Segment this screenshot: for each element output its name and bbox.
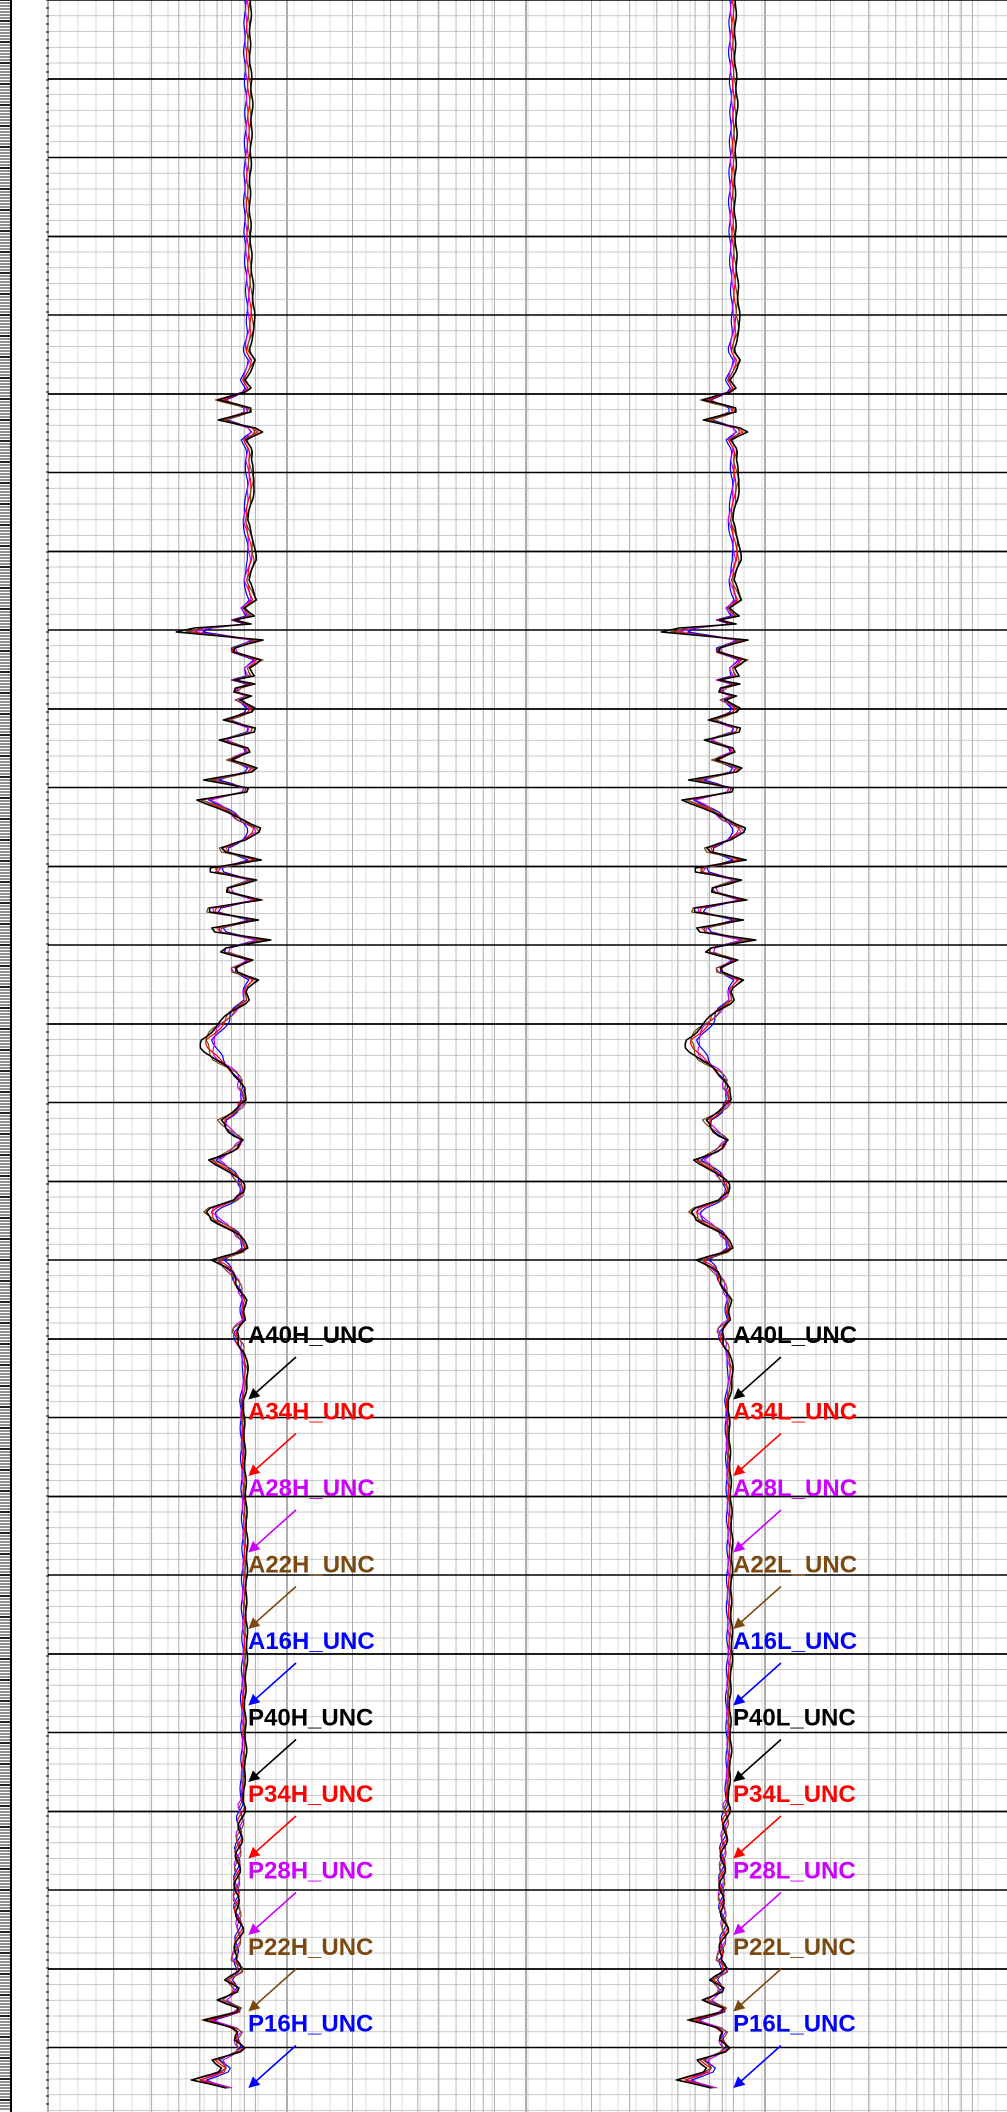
curve-label-a40h_unc: A40H_UNC: [248, 1322, 375, 1349]
curve-label-p40h_unc: P40H_UNC: [248, 1705, 373, 1732]
curve-label-arrow: [733, 1738, 782, 1782]
curve-label-arrow: [733, 1891, 782, 1935]
curve-left-4: [175, 0, 272, 2089]
curve-label-arrow: [248, 1968, 297, 2012]
ruler-bar: [10, 0, 12, 2112]
curve-right-0: [687, 0, 743, 2089]
curve-label-p40l_unc: P40L_UNC: [733, 1705, 856, 1732]
curve-labels: A40H_UNC A34H_UNC A28H_UNC A22H_UNC A16H_UNC…: [248, 1322, 857, 2088]
curve-label-p28h_unc: P28H_UNC: [248, 1858, 373, 1885]
curve-right-4: [660, 0, 757, 2089]
curve-label-a22l_unc: A22L_UNC: [733, 1552, 857, 1579]
curve-label-arrow: [248, 1738, 297, 1782]
curve-label-arrow: [248, 1815, 297, 1859]
curve-label-arrow: [248, 1585, 297, 1629]
curve-left-1: [193, 0, 257, 2089]
curve-label-arrow: [733, 2044, 782, 2088]
curve-label-arrow: [248, 1356, 297, 1400]
depth-ruler: [0, 0, 49, 2112]
curve-label-p28l_unc: P28L_UNC: [733, 1858, 856, 1885]
curve-label-arrow: [733, 1585, 782, 1629]
curve-label-arrow: [248, 1432, 297, 1476]
curve-label-arrow: [733, 1815, 782, 1859]
curve-right-1: [678, 0, 742, 2089]
curve-label-a28h_unc: A28H_UNC: [248, 1475, 375, 1502]
curve-label-a16l_unc: A16L_UNC: [733, 1628, 857, 1655]
curve-label-a16h_unc: A16H_UNC: [248, 1628, 375, 1655]
curve-left-0: [202, 0, 258, 2089]
curve-label-arrow: [733, 1662, 782, 1706]
curve-label-arrow: [733, 1356, 782, 1400]
curve-label-a40l_unc: A40L_UNC: [733, 1322, 857, 1349]
curve-label-arrow: [248, 1891, 297, 1935]
curve-label-p34h_unc: P34H_UNC: [248, 1781, 373, 1808]
curve-label-a28l_unc: A28L_UNC: [733, 1475, 857, 1502]
curve-label-p34l_unc: P34L_UNC: [733, 1781, 856, 1808]
grid: [47, 0, 1007, 2112]
curve-label-a34l_unc: A34L_UNC: [733, 1399, 857, 1426]
curve-label-a34h_unc: A34H_UNC: [248, 1399, 375, 1426]
curve-label-arrow: [733, 1432, 782, 1476]
curve-label-arrow: [248, 1509, 297, 1553]
curve-right-2: [673, 0, 751, 2089]
curve-label-p16h_unc: P16H_UNC: [248, 2011, 373, 2038]
curve-label-p22l_unc: P22L_UNC: [733, 1934, 856, 1961]
curve-label-p16l_unc: P16L_UNC: [733, 2011, 856, 2038]
curve-left-3: [184, 0, 264, 2089]
curve-label-arrow: [733, 1509, 782, 1553]
curve-label-p22h_unc: P22H_UNC: [248, 1934, 373, 1961]
curves: [175, 0, 757, 2089]
curve-label-arrow: [733, 1968, 782, 2012]
curve-left-2: [188, 0, 266, 2089]
curve-label-arrow: [248, 2044, 297, 2088]
curve-label-a22h_unc: A22H_UNC: [248, 1552, 375, 1579]
curve-label-arrow: [248, 1662, 297, 1706]
curve-right-3: [669, 0, 749, 2089]
